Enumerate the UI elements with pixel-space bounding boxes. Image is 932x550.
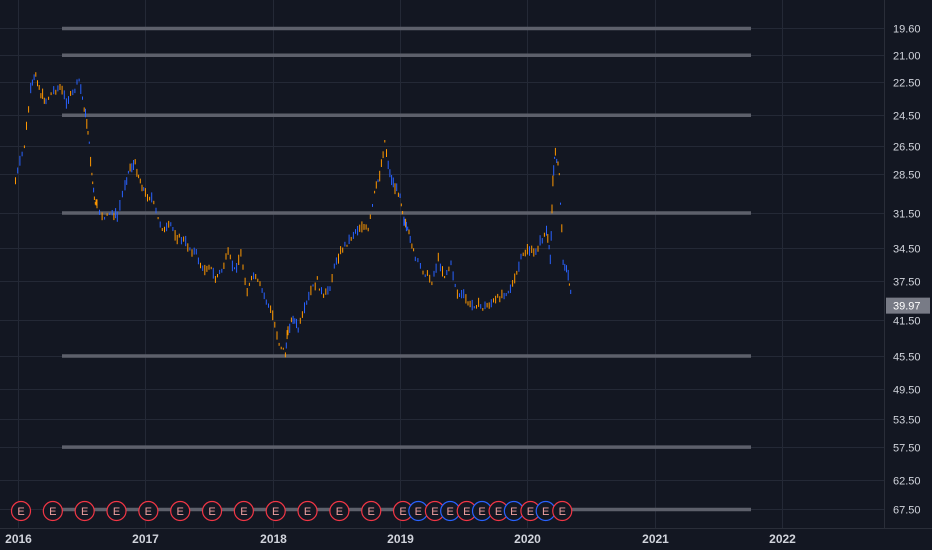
time-tick-label: 2017: [132, 532, 159, 546]
earnings-event-icon[interactable]: [265, 500, 286, 522]
price-tick-label: 45.50: [893, 352, 921, 364]
time-tick-label: 2022: [769, 532, 796, 546]
earnings-event-label: E: [113, 506, 120, 518]
earnings-event-label: E: [368, 506, 375, 518]
last-price-marker: 39.97: [886, 297, 930, 314]
earnings-event-icon[interactable]: [170, 500, 191, 522]
earnings-event-label: E: [463, 506, 470, 518]
earnings-event-icon[interactable]: [106, 500, 127, 522]
earnings-event-icon[interactable]: [74, 500, 95, 522]
price-tick-label: 34.50: [893, 244, 921, 256]
price-tick-label: 24.50: [893, 111, 921, 123]
earnings-event-icon[interactable]: [233, 500, 254, 522]
time-tick-label: 2021: [642, 532, 669, 546]
earnings-event-label: E: [272, 506, 279, 518]
time-axis[interactable]: 2016 2017 2018 2019 2020 2021 2022: [5, 532, 796, 546]
earnings-event-icon[interactable]: [10, 500, 32, 522]
price-series[interactable]: [15, 72, 572, 358]
price-tick-label: 62.50: [893, 476, 921, 488]
earnings-event-label: E: [542, 506, 549, 518]
earnings-event-label: E: [49, 506, 56, 518]
price-tick-label: 26.50: [893, 142, 921, 154]
earnings-event-label: E: [240, 506, 247, 518]
earnings-event-icon[interactable]: [42, 500, 63, 522]
earnings-event-icon[interactable]: [361, 500, 382, 522]
time-tick-label: 2016: [5, 532, 32, 546]
earnings-event-label: E: [81, 506, 88, 518]
price-tick-label: 67.50: [893, 505, 921, 517]
price-tick-label: 31.50: [893, 209, 921, 221]
earnings-event-label: E: [208, 506, 215, 518]
price-tick-label: 22.50: [893, 78, 921, 90]
earnings-event-label: E: [399, 506, 406, 518]
earnings-event-label: E: [177, 506, 184, 518]
price-tick-label: 28.50: [893, 170, 921, 182]
price-tick-label: 37.50: [893, 277, 921, 289]
earnings-event-label: E: [510, 506, 517, 518]
earnings-event-icon[interactable]: [329, 500, 350, 522]
time-tick-label: 2018: [260, 532, 287, 546]
earnings-event-icon[interactable]: [297, 500, 318, 522]
earnings-event-label: E: [415, 506, 422, 518]
earnings-event-label: E: [559, 506, 566, 518]
price-axis[interactable]: 19.60 21.00 22.50 24.50 26.50 28.50 31.50 34.50…: [893, 24, 921, 517]
time-tick-label: 2020: [514, 532, 541, 546]
earnings-event-icon[interactable]: [552, 500, 573, 522]
earnings-event-label: E: [478, 506, 485, 518]
earnings-event-icon[interactable]: [201, 500, 223, 522]
time-tick-label: 2019: [387, 532, 414, 546]
price-tick-label: 53.50: [893, 415, 921, 427]
last-price-label: 39.97: [893, 301, 921, 313]
earnings-event-label: E: [336, 506, 343, 518]
price-tick-label: 21.00: [893, 51, 921, 63]
earnings-event-label: E: [431, 506, 438, 518]
earnings-event-label: E: [495, 506, 502, 518]
earnings-event-label: E: [17, 506, 24, 518]
earnings-event-label: E: [145, 506, 152, 518]
price-tick-label: 41.50: [893, 316, 921, 328]
last-price-badge: [886, 297, 930, 314]
earnings-event-icon[interactable]: [138, 500, 159, 522]
earnings-event-label: E: [304, 506, 311, 518]
earnings-event-label: E: [447, 506, 454, 518]
price-tick-label: 57.50: [893, 443, 921, 455]
price-tick-label: 19.60: [893, 24, 921, 36]
price-tick-label: 49.50: [893, 385, 921, 397]
earnings-event-label: E: [527, 506, 534, 518]
